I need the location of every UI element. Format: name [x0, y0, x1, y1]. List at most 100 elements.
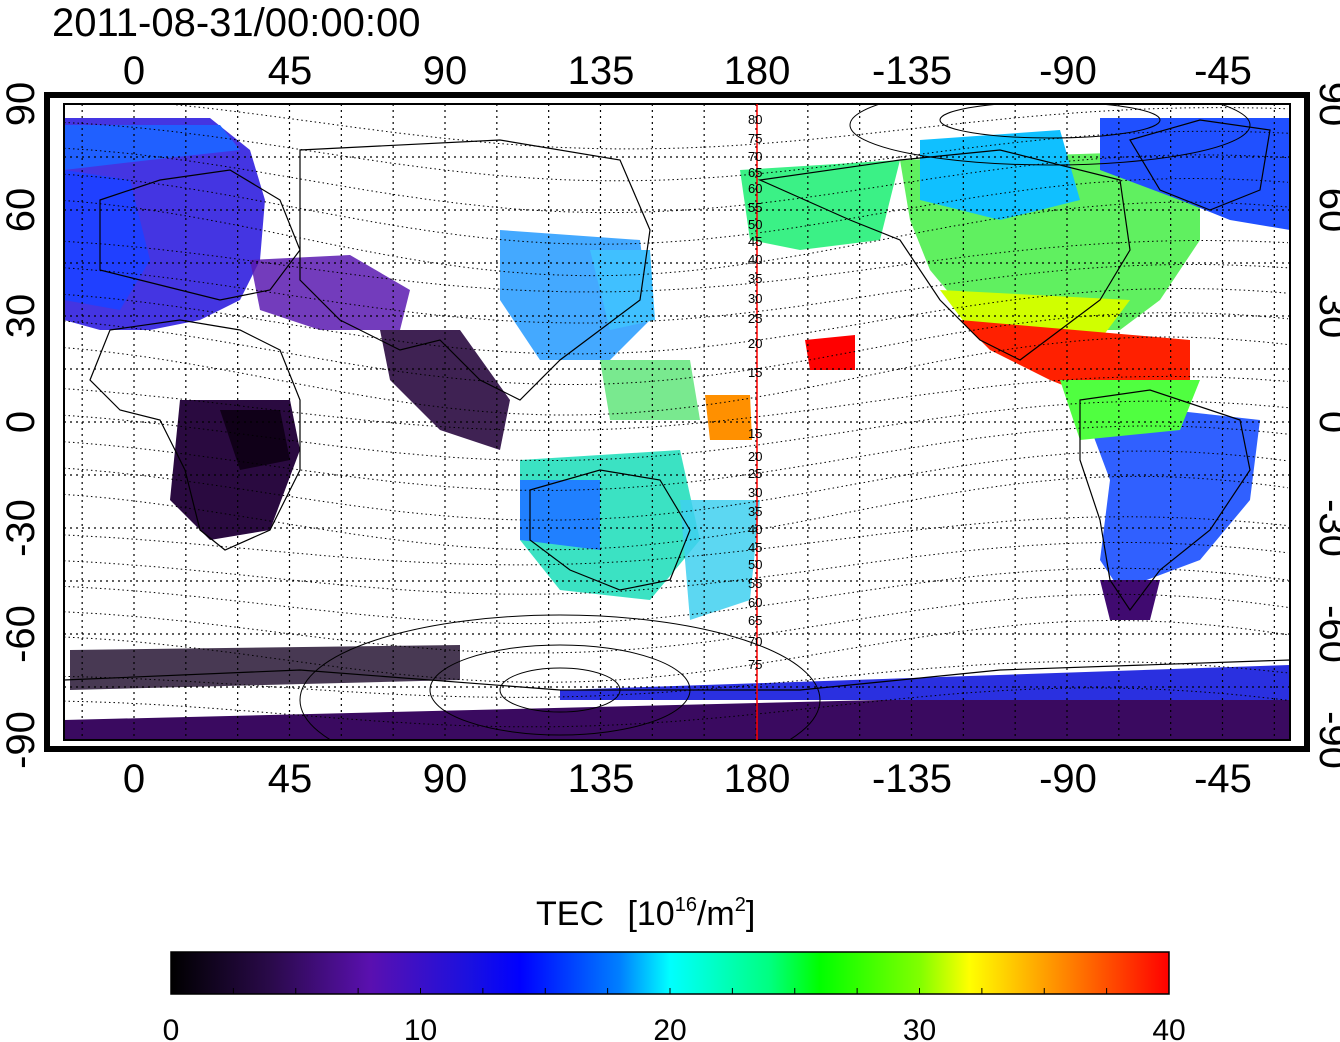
magnetic-contour: [64, 173, 1289, 245]
top-longitude-tick: -135: [872, 49, 952, 93]
top-longitude-ticks: 0 45 90 135 180 -135 -90 -45: [123, 49, 1252, 93]
coast-europe: [99, 169, 301, 301]
magnetic-contour: [64, 312, 1289, 385]
magnetic-latitude-label: 65: [748, 613, 762, 628]
tec-region-pacific-green: [600, 360, 700, 420]
magnetic-contour: [64, 122, 1289, 182]
magnetic-latitude-label: 55: [748, 200, 762, 215]
left-latitude-tick: -90: [0, 711, 43, 769]
magnetic-contour: [64, 264, 1289, 324]
tec-region-west-europe: [64, 170, 150, 310]
tec-region-antarctica: [64, 690, 1290, 740]
left-latitude-tick: 90: [0, 82, 43, 127]
left-axis-bar: [44, 92, 50, 752]
tec-region-africa-dark: [220, 410, 290, 470]
magnetic-contour: [64, 620, 1289, 683]
bottom-longitude-tick: 180: [724, 757, 791, 801]
magnetic-latitude-label: 60: [748, 595, 762, 610]
magnetic-latitude-label: 25: [748, 311, 762, 326]
tec-region-patagonia: [1100, 580, 1160, 620]
magnetic-latitude-label: 50: [748, 217, 762, 232]
coast-greenland: [1129, 119, 1271, 211]
colorbar-title: TEC [1016/m2]: [536, 894, 755, 933]
magnetic-latitude-label: 65: [748, 165, 762, 180]
left-latitude-tick: 30: [0, 294, 43, 339]
magnetic-latitude-label: 20: [748, 336, 762, 351]
magnetic-latitude-contours: [64, 104, 1289, 728]
magnetic-latitude-label: 60: [748, 181, 762, 196]
top-longitude-tick: 0: [123, 49, 145, 93]
bottom-longitude-tick: -135: [872, 757, 952, 801]
left-latitude-tick: 60: [0, 188, 43, 233]
colorbar-tick-label: 40: [1152, 1014, 1185, 1042]
left-latitude-tick: 0: [0, 411, 43, 433]
left-latitude-tick: -30: [0, 499, 43, 557]
magnetic-latitude-labels: 8075706560555045403530252015152025303540…: [748, 112, 762, 672]
magnetic-latitude-label: 40: [748, 522, 762, 537]
top-longitude-tick: -90: [1039, 49, 1097, 93]
right-latitude-tick: 60: [1311, 188, 1340, 233]
right-latitude-tick: -90: [1311, 711, 1340, 769]
bottom-longitude-tick: 0: [123, 757, 145, 801]
right-latitude-ticks: 90 60 30 0 -30 -60 -90: [1311, 82, 1340, 769]
magnetic-contour: [64, 516, 1289, 566]
graticule-grid: [64, 104, 1290, 740]
magnetic-latitude-label: 30: [748, 485, 762, 500]
colorbar-ticks: 0 10 20 30 40: [163, 988, 1186, 1042]
coast-antarctica: [64, 659, 1290, 691]
map-title: 2011-08-31/00:00:00: [52, 1, 420, 45]
magnetic-latitude-label: 35: [748, 271, 762, 286]
tec-region-japan: [590, 250, 655, 330]
magnetic-latitude-label: 55: [748, 576, 762, 591]
magnetic-latitude-label: 45: [748, 234, 762, 249]
tec-region-canada-blue: [920, 130, 1080, 220]
tec-region-india: [380, 330, 510, 450]
tec-region-arctic-europe: [64, 125, 240, 170]
tec-region-south-america: [1080, 400, 1260, 590]
magnetic-latitude-label: 15: [748, 426, 762, 441]
bottom-longitude-tick: 45: [268, 757, 313, 801]
colorbar-tick-label: 30: [903, 1014, 936, 1042]
top-longitude-tick: 90: [423, 49, 468, 93]
tec-region-pacific-orange: [705, 395, 752, 440]
top-axis-bar: [44, 92, 1310, 98]
tec-region-tasman: [680, 500, 760, 620]
magnetic-latitude-label: 75: [748, 131, 762, 146]
magnetic-contour: [64, 336, 1289, 416]
colorbar-tick-label: 10: [404, 1014, 437, 1042]
magnetic-latitude-label: 25: [748, 466, 762, 481]
magnetic-latitude-label: 40: [748, 252, 762, 267]
right-latitude-tick: 90: [1311, 82, 1340, 127]
magnetic-contour: [64, 425, 1289, 491]
tec-data-layer: [64, 118, 1290, 740]
top-longitude-tick: 180: [724, 49, 791, 93]
magnetic-latitude-label: 45: [748, 540, 762, 555]
bottom-longitude-tick: -45: [1194, 757, 1252, 801]
left-latitude-tick: -60: [0, 605, 43, 663]
magnetic-latitude-label: 80: [748, 112, 762, 127]
magnetic-contour: [64, 200, 1289, 277]
tec-region-southern-ocean: [70, 645, 460, 690]
coast-north-america: [757, 149, 1131, 361]
tec-region-west-australia: [520, 480, 600, 550]
magnetic-latitude-label: 70: [748, 634, 762, 649]
right-latitude-tick: 0: [1311, 411, 1340, 433]
top-longitude-tick: 135: [568, 49, 635, 93]
right-axis-bar: [1304, 92, 1310, 752]
magnetic-latitude-label: 30: [748, 291, 762, 306]
magnetic-latitude-label: 75: [748, 657, 762, 672]
right-latitude-tick: -60: [1311, 605, 1340, 663]
coast-africa: [89, 319, 301, 551]
tec-region-greenland: [1100, 118, 1290, 230]
left-latitude-ticks: 90 60 30 0 -30 -60 -90: [0, 82, 43, 769]
magnetic-latitude-label: 70: [748, 149, 762, 164]
top-longitude-tick: 45: [268, 49, 313, 93]
bottom-axis-bar: [44, 746, 1310, 752]
bottom-longitude-tick: 90: [423, 757, 468, 801]
coast-australia: [529, 469, 691, 591]
colorbar: [170, 951, 1170, 995]
solid-contours: [299, 104, 1251, 740]
right-latitude-tick: -30: [1311, 499, 1340, 557]
magnetic-contour: [64, 660, 1289, 698]
